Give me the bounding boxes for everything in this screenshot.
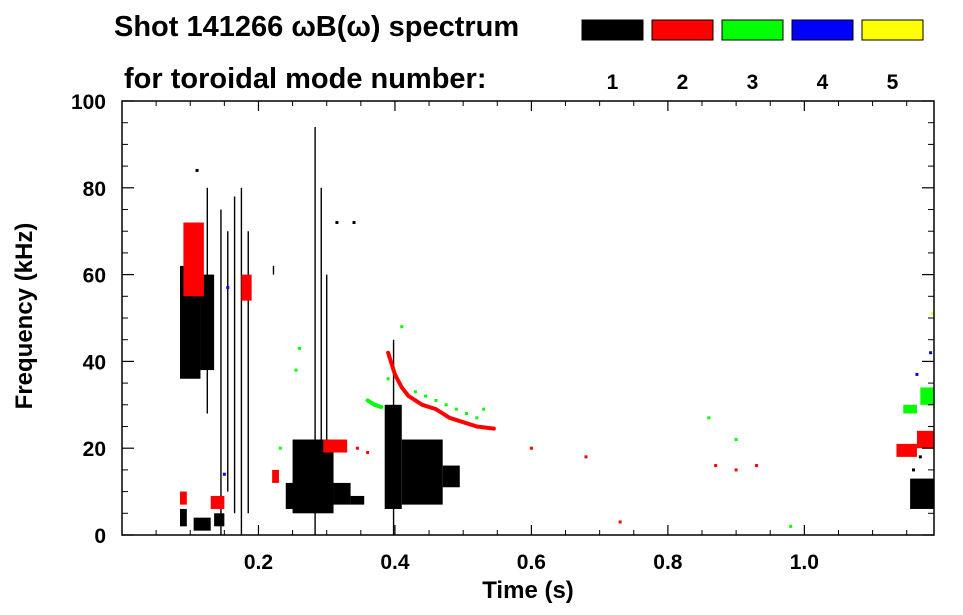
y-tick-label: 40 [83, 351, 106, 374]
x-tick-label: 0.2 [244, 551, 273, 574]
y-axis-label: Frequency (kHz) [11, 223, 38, 410]
mode-2-region [323, 439, 348, 453]
mode-2-point [584, 455, 588, 459]
mode-3-region [920, 387, 934, 405]
mode-2-region [180, 491, 187, 505]
mode-2-point [755, 464, 759, 468]
mode-2-point [618, 520, 622, 524]
legend-swatch-3 [721, 19, 784, 41]
mode-4-point [226, 286, 230, 290]
mode-2-region [896, 443, 917, 457]
mode-3-point [278, 446, 282, 450]
legend-label-3: 3 [747, 71, 759, 94]
mode-1-point [918, 455, 922, 459]
mode-3-point [386, 377, 390, 381]
mode-4-point [929, 351, 933, 355]
mode-1-region [350, 495, 365, 505]
mode-1-point [335, 221, 339, 225]
mode-5-point [931, 312, 935, 316]
legend-label-4: 4 [817, 71, 829, 94]
mode-3-curve [365, 398, 384, 409]
data-layer [180, 127, 935, 535]
chart-title-line1: Shot 141266 ωB(ω) spectrum [114, 11, 519, 43]
mode-1-point [352, 221, 356, 225]
x-tick-label: 0.4 [380, 551, 410, 574]
mode-2-point [714, 464, 718, 468]
plot-frame [121, 100, 935, 536]
mode-3-point [482, 407, 486, 411]
y-tick-label: 60 [83, 265, 106, 288]
mode-3-point [707, 416, 711, 420]
legend-label-1: 1 [607, 71, 619, 94]
x-tick-label: 0.6 [517, 551, 546, 574]
mode-1-point [195, 168, 199, 172]
mode-4-point [915, 372, 919, 376]
mode-3-point [424, 394, 428, 398]
mode-2-curve [386, 350, 496, 431]
mode-3-point [434, 398, 438, 402]
x-tick-label: 1.0 [790, 551, 819, 574]
mode-2-point [355, 446, 359, 450]
mode-1-region [193, 517, 211, 531]
mode-3-point [444, 403, 448, 407]
legend-swatch-2 [651, 19, 714, 41]
x-tick-label: 0.8 [653, 551, 683, 574]
mode-1-region [910, 478, 934, 509]
mode-3-point [475, 416, 479, 420]
mode-2-region [916, 430, 934, 449]
mode-1-region [333, 482, 351, 505]
legend-label-5: 5 [887, 71, 899, 94]
mode-3-point [454, 407, 458, 411]
mode-2-point [734, 468, 738, 472]
mode-1-point [912, 468, 916, 472]
mode-1-region [401, 439, 443, 505]
mode-1-region [180, 508, 187, 527]
mode-3-point [789, 524, 793, 528]
mode-3-point [413, 390, 417, 394]
y-tick-label: 0 [94, 525, 106, 548]
mode-1-region [285, 482, 296, 509]
mode-2-region [272, 469, 279, 483]
mode-3-point [465, 411, 469, 415]
mode-2-region [210, 495, 225, 509]
mode-4-point [222, 472, 226, 476]
mode-3-point [294, 368, 298, 372]
mode-3-point [297, 346, 301, 350]
mode-2-region [183, 222, 204, 297]
legend-label-2: 2 [677, 71, 689, 94]
mode-2-point [529, 446, 533, 450]
legend: 1 2 3 4 5 [581, 19, 924, 94]
mode-3-point [734, 438, 738, 442]
axis-ticks: 0.2 0.4 0.6 0.8 1.0 0 20 40 60 80 100 [71, 91, 934, 574]
y-tick-label: 20 [83, 438, 106, 461]
mode-3-region [903, 404, 917, 414]
mode-1-region [214, 513, 225, 527]
legend-swatch-1 [581, 19, 644, 41]
mode-3-point [400, 325, 404, 329]
chart-title-line2: for toroidal mode number: [124, 63, 487, 95]
y-tick-label: 100 [71, 91, 106, 114]
y-tick-label: 80 [83, 178, 106, 201]
mode-1-region [442, 465, 460, 488]
legend-swatch-4 [791, 19, 854, 41]
mode-2-region [241, 274, 252, 301]
x-axis-label: Time (s) [482, 577, 574, 604]
legend-swatch-5 [861, 19, 924, 41]
mode-2-point [366, 451, 370, 455]
